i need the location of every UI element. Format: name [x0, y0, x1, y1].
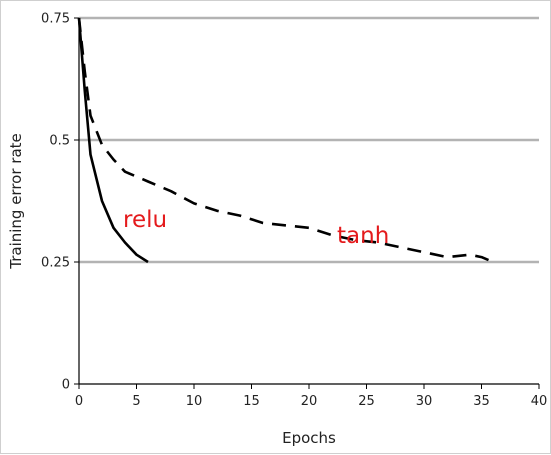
x-tick-label-8: 40 — [531, 394, 548, 409]
axes — [74, 17, 540, 389]
x-axis-label: Epochs — [282, 429, 336, 447]
x-tick-label-2: 10 — [186, 394, 203, 409]
gridlines — [79, 16, 539, 264]
x-tick-label-0: 0 — [75, 394, 83, 409]
y-tick-label-0: 0 — [62, 378, 70, 393]
series — [77, 17, 494, 264]
x-tick-label-7: 35 — [473, 394, 490, 409]
series-line-tanh — [77, 17, 494, 264]
tick-labels: 0 0.25 0.5 0.75 0 5 10 15 20 25 30 35 40 — [41, 12, 547, 410]
y-tick-label-2: 0.5 — [49, 134, 70, 149]
x-tick-label-3: 15 — [243, 394, 260, 409]
y-axis-label: Training error rate — [7, 133, 25, 270]
series-labels: relu tanh — [123, 207, 389, 249]
y-tick-label-3: 0.75 — [41, 12, 70, 27]
x-tick-label-4: 20 — [301, 394, 318, 409]
series-line-relu — [77, 17, 149, 264]
series-label-tanh: tanh — [337, 223, 389, 249]
y-tick-label-1: 0.25 — [41, 256, 70, 271]
series-label-relu: relu — [123, 207, 167, 233]
x-tick-label-1: 5 — [132, 394, 140, 409]
x-tick-label-5: 25 — [358, 394, 375, 409]
x-tick-label-6: 30 — [416, 394, 433, 409]
